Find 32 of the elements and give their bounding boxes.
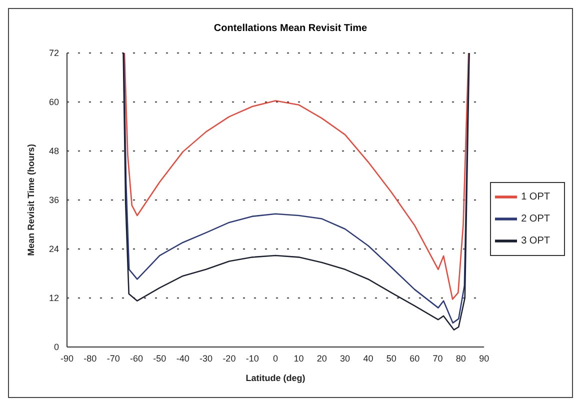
- x-tick-label: -80: [84, 353, 97, 364]
- legend-label: 1 OPT: [521, 192, 550, 203]
- x-tick-label: -10: [246, 353, 259, 364]
- x-tick-label: -70: [106, 353, 120, 364]
- chart-title: Contellations Mean Revisit Time: [212, 22, 368, 36]
- x-axis-title: Latitude (deg): [246, 373, 306, 383]
- x-tick-label: -90: [60, 353, 74, 364]
- y-tick-label: 24: [48, 244, 59, 254]
- x-tick-label: 60: [410, 353, 420, 364]
- legend-label: 2 OPT: [521, 214, 550, 225]
- x-tick-label: 0: [273, 353, 278, 364]
- y-tick-label: 60: [48, 97, 59, 108]
- y-tick-label: 12: [48, 293, 59, 304]
- y-tick-label: 48: [48, 146, 59, 156]
- y-tick-label: 0: [54, 342, 59, 352]
- x-tick-label: 10: [294, 353, 304, 364]
- x-tick-label: 30: [340, 353, 350, 364]
- x-tick-label: 20: [316, 353, 327, 364]
- y-axis-title: Mean Revisit Time (hours): [26, 144, 36, 256]
- x-tick-label: -50: [153, 353, 166, 364]
- x-tick-label: 90: [479, 353, 490, 364]
- x-tick-label: -60: [130, 353, 144, 364]
- x-tick-label: -30: [200, 353, 213, 364]
- x-tick-label: 40: [363, 353, 374, 364]
- legend-label: 3 OPT: [521, 236, 550, 247]
- x-tick-label: 80: [456, 353, 466, 364]
- y-tick-label: 36: [48, 195, 59, 206]
- x-tick-label: 70: [432, 353, 443, 364]
- y-tick-label: 72: [48, 48, 59, 58]
- x-tick-label: -20: [222, 353, 236, 364]
- x-tick-label: -40: [176, 353, 190, 364]
- x-tick-label: 50: [386, 353, 396, 364]
